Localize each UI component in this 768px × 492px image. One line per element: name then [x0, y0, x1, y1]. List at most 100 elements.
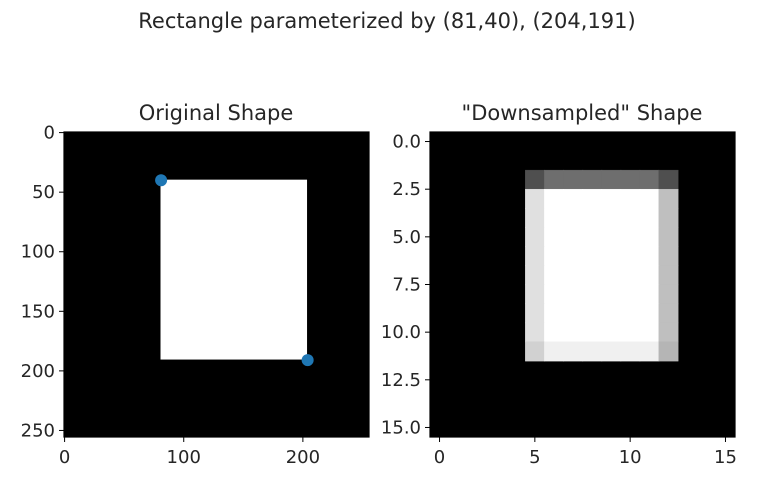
- y-tick-label: 100: [21, 242, 55, 263]
- y-tick-label: 2.5: [392, 179, 421, 200]
- pixel-cell: [525, 246, 545, 267]
- figure-suptitle: Rectangle parameterized by (81,40), (204…: [138, 9, 635, 33]
- pixel-cell: [658, 284, 679, 305]
- pixel-cell: [601, 188, 622, 209]
- pixel-cell: [620, 246, 641, 267]
- pixel-cell: [639, 188, 660, 209]
- pixel-cell: [544, 169, 565, 190]
- pixel-cell: [620, 322, 641, 343]
- pixel-cell: [544, 322, 565, 343]
- axes-frame: [63, 131, 370, 438]
- pixel-cell: [601, 284, 622, 305]
- pixel-cell: [563, 188, 584, 209]
- pixel-cell: [563, 246, 584, 267]
- white-rectangle: [160, 179, 308, 360]
- pixel-cell: [525, 284, 545, 305]
- y-tick-label: 250: [21, 420, 55, 441]
- pixel-cell: [601, 265, 622, 286]
- x-tick-label: 0: [59, 447, 70, 468]
- corner-point: [155, 174, 168, 187]
- pixel-cell: [544, 341, 565, 362]
- pixel-cell: [582, 341, 603, 362]
- pixel-cell: [620, 169, 641, 190]
- pixel-cell: [582, 169, 603, 190]
- pixel-cell: [601, 322, 622, 343]
- pixel-cell: [582, 284, 603, 305]
- pixel-cell: [582, 227, 603, 247]
- corner-point: [301, 354, 314, 367]
- pixel-cell: [620, 341, 641, 362]
- pixel-cell: [639, 322, 660, 343]
- pixel-cell: [582, 303, 603, 324]
- pixel-cell: [639, 227, 660, 247]
- pixel-cell: [639, 341, 660, 362]
- pixel-cell: [525, 303, 545, 324]
- y-tick-label: 5.0: [392, 227, 421, 248]
- pixel-cell: [544, 265, 565, 286]
- pixel-cell: [563, 265, 584, 286]
- downsampled-shape-panel: "Downsampled" Shape 0 5 10 15 0.0 2.5 5.0 7.5 10…: [381, 101, 737, 468]
- pixel-cell: [658, 208, 679, 228]
- y-tick-label: 7.5: [392, 275, 421, 296]
- pixel-cell: [582, 322, 603, 343]
- pixel-cell: [601, 169, 622, 190]
- pixel-cell: [525, 341, 545, 362]
- y-tick-label: 12.5: [381, 370, 421, 391]
- pixel-cell: [525, 208, 545, 228]
- pixel-cell: [563, 284, 584, 305]
- y-tick-label: 50: [32, 182, 55, 203]
- pixel-cell: [601, 227, 622, 247]
- pixel-cell: [620, 284, 641, 305]
- pixel-cell: [658, 246, 679, 267]
- pixel-cell: [582, 188, 603, 209]
- pixel-cell: [639, 208, 660, 228]
- pixel-cell: [582, 246, 603, 267]
- y-tick-label: 200: [21, 361, 55, 382]
- pixel-cell: [620, 303, 641, 324]
- y-tick-label: 0.0: [392, 132, 421, 153]
- pixel-cell: [525, 322, 545, 343]
- y-tick-label: 15.0: [381, 417, 421, 438]
- x-tick-label: 15: [714, 447, 737, 468]
- pixel-cell: [582, 265, 603, 286]
- original-shape-axes: 0 100 200 0 50 100 150 200 250: [21, 123, 370, 468]
- pixel-cell: [601, 208, 622, 228]
- pixel-cell: [620, 208, 641, 228]
- x-tick-label: 5: [529, 447, 540, 468]
- pixel-cell: [544, 188, 565, 209]
- pixel-cell: [601, 246, 622, 267]
- x-tick-label: 200: [286, 447, 320, 468]
- pixel-cell: [639, 246, 660, 267]
- y-tick-label: 0: [44, 123, 55, 144]
- pixel-cell: [525, 265, 545, 286]
- pixel-cell: [563, 208, 584, 228]
- pixel-cell: [658, 341, 679, 362]
- pixel-cell: [582, 208, 603, 228]
- pixel-cell: [544, 208, 565, 228]
- pixel-cell: [639, 265, 660, 286]
- pixel-cell: [544, 227, 565, 247]
- pixel-cell: [563, 169, 584, 190]
- x-tick-label: 100: [167, 447, 201, 468]
- pixel-cell: [544, 303, 565, 324]
- pixel-cell: [525, 169, 545, 190]
- y-tick-label: 10.0: [381, 322, 421, 343]
- pixel-cell: [639, 169, 660, 190]
- pixel-cell: [658, 227, 679, 247]
- pixel-cell: [525, 188, 545, 209]
- pixel-cell: [544, 246, 565, 267]
- pixel-cell: [658, 188, 679, 209]
- pixel-cell: [658, 303, 679, 324]
- pixel-cell: [601, 341, 622, 362]
- pixel-cell: [525, 227, 545, 247]
- pixel-cell: [639, 303, 660, 324]
- pixel-cell: [620, 188, 641, 209]
- y-tick-label: 150: [21, 301, 55, 322]
- pixel-cell: [563, 303, 584, 324]
- x-tick-label: 10: [619, 447, 642, 468]
- pixel-cell: [620, 265, 641, 286]
- pixel-cell: [658, 265, 679, 286]
- pixel-cell: [563, 341, 584, 362]
- pixel-cell: [658, 322, 679, 343]
